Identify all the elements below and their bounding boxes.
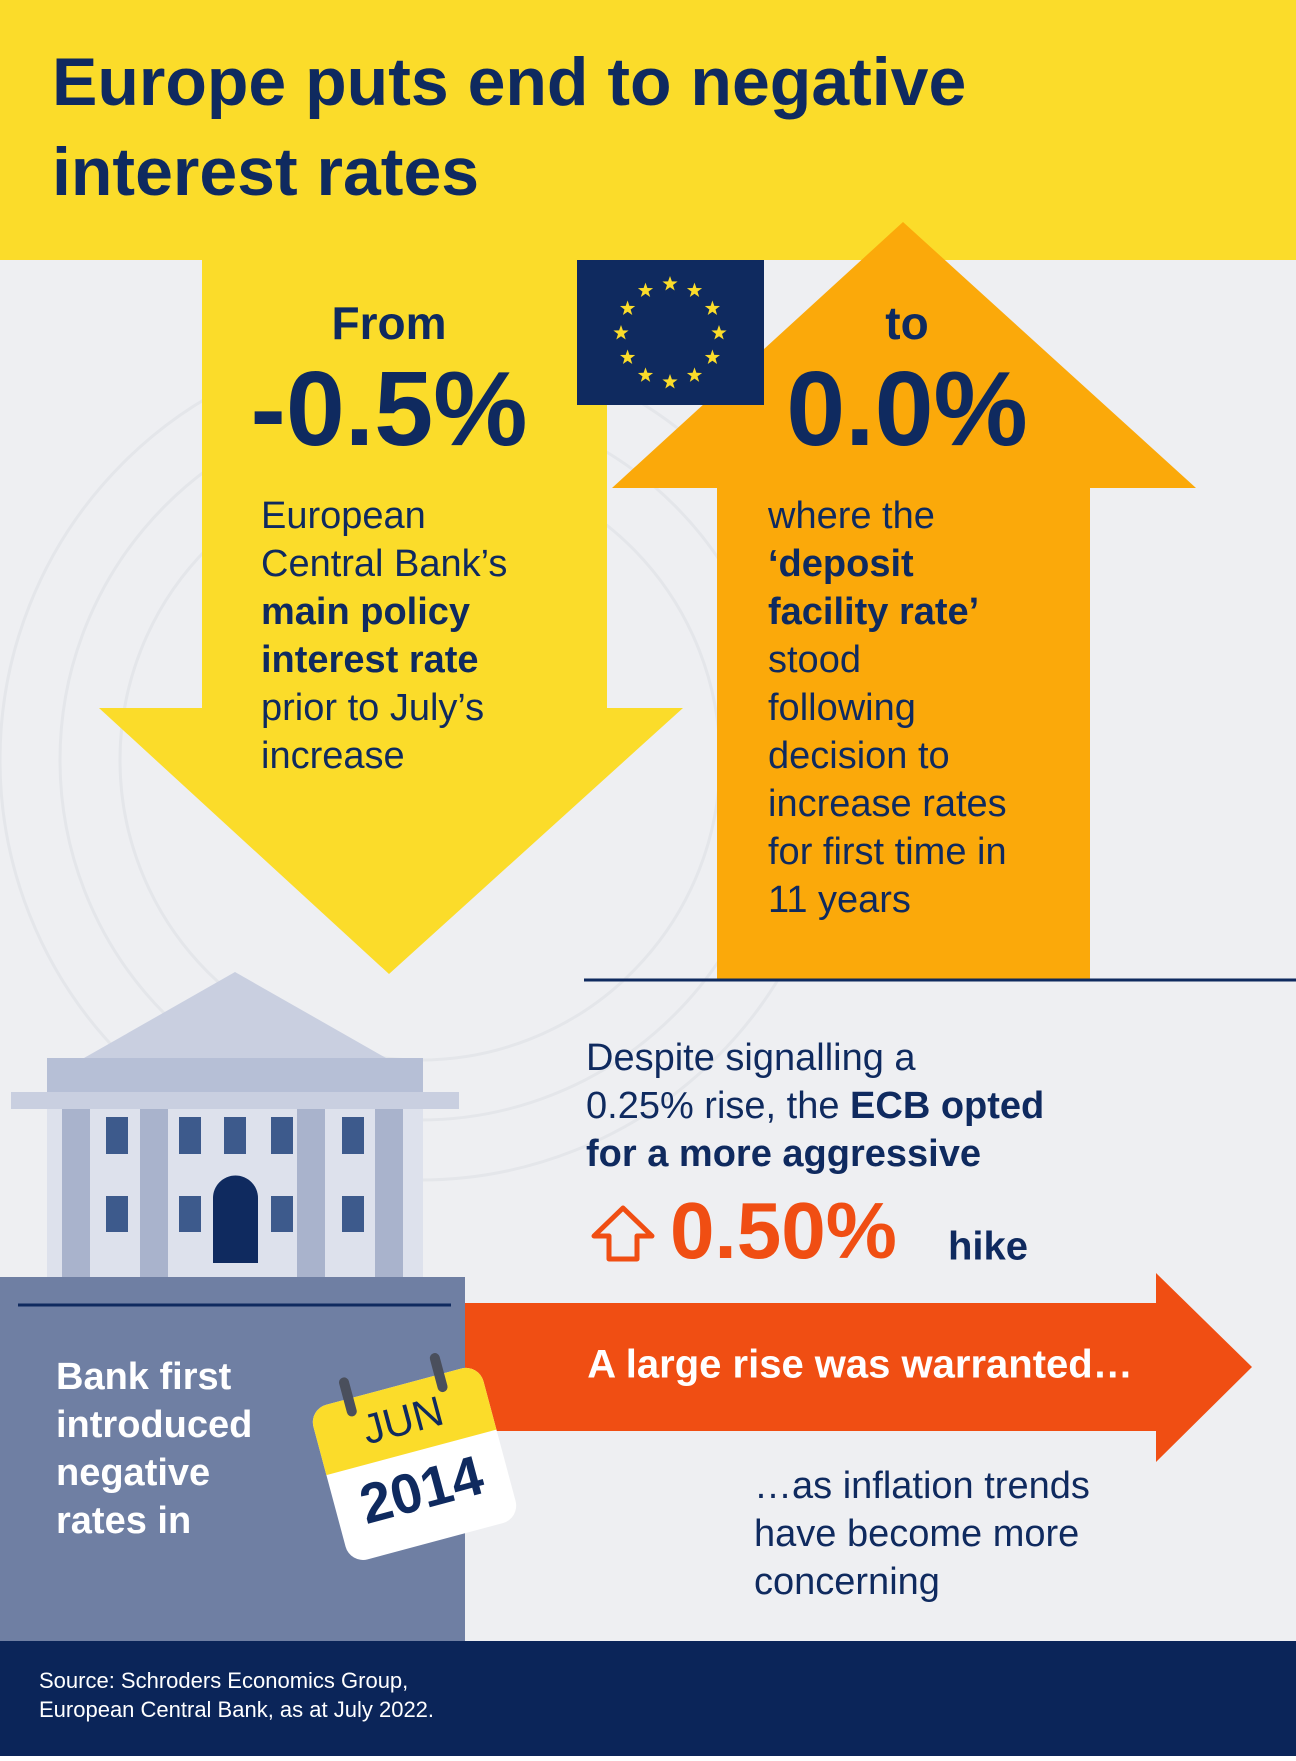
to-desc-line: for first time in: [768, 831, 1007, 873]
to-label: to: [885, 297, 928, 349]
arrow-text: A large rise was warranted…: [587, 1343, 1132, 1387]
down-arrow: [99, 260, 683, 974]
hike-desc-segment: Despite signalling a: [586, 1037, 916, 1079]
source-line: Source: Schroders Economics Group,: [39, 1668, 408, 1693]
star: [686, 367, 703, 382]
from-desc-segment: Central Bank’s: [261, 543, 507, 585]
inflation-desc-line: have become more: [754, 1513, 1079, 1555]
to-desc-line: following: [768, 687, 916, 729]
star: [620, 300, 636, 315]
to-desc-segment: increase rates: [768, 783, 1007, 825]
star: [711, 325, 727, 340]
to-desc-segment: for first time in: [768, 831, 1007, 873]
from-desc-line: main policy: [261, 591, 470, 633]
source-segment: European Central Bank, as at July 2022.: [39, 1697, 434, 1722]
star: [613, 325, 629, 340]
panel-text-line: introduced: [56, 1404, 252, 1446]
to-desc-segment: ‘deposit: [768, 543, 914, 585]
star: [637, 282, 654, 297]
from-desc-line: increase: [261, 735, 405, 777]
from-desc-line: Central Bank’s: [261, 543, 507, 585]
panel-text-segment: Bank first: [56, 1356, 232, 1398]
star: [704, 300, 720, 315]
title-line: Europe puts end to negative: [52, 44, 966, 120]
from-desc-segment: main policy: [261, 591, 470, 633]
hike-desc-line: 0.25% rise, the ECB opted: [586, 1085, 1044, 1127]
star: [704, 349, 720, 364]
panel-text-line: rates in: [56, 1500, 191, 1542]
to-value: 0.0%: [786, 350, 1028, 468]
to-desc-line: increase rates: [768, 783, 1007, 825]
right-arrow: [465, 1273, 1252, 1462]
inflation-desc-line: concerning: [754, 1561, 940, 1603]
to-desc-line: ‘deposit: [768, 543, 914, 585]
to-desc-segment: where the: [767, 495, 935, 537]
panel-text-segment: introduced: [56, 1404, 252, 1446]
star: [637, 367, 654, 382]
panel-text-segment: negative: [56, 1452, 210, 1494]
to-desc-segment: 11 years: [768, 879, 911, 921]
hike-unit: hike: [948, 1225, 1028, 1269]
inflation-desc-segment: concerning: [754, 1561, 940, 1603]
to-desc-segment: facility rate’: [768, 591, 979, 633]
hike-desc-segment: ECB opted: [850, 1085, 1044, 1127]
footer-band: [0, 1641, 1296, 1756]
to-desc-segment: stood: [768, 639, 861, 681]
from-desc-line: interest rate: [261, 639, 479, 681]
title-line: interest rates: [52, 134, 479, 210]
inflation-desc-segment: have become more: [754, 1513, 1079, 1555]
from-value: -0.5%: [251, 350, 528, 468]
up-arrow: [612, 222, 1196, 980]
hike-desc-segment: for a more aggressive: [586, 1133, 981, 1175]
hike-desc-segment: 0.25% rise, the: [586, 1085, 850, 1127]
eu-stars: [613, 276, 727, 389]
to-desc-line: 11 years: [768, 879, 911, 921]
star: [620, 349, 636, 364]
from-desc-line: prior to July’s: [261, 687, 484, 729]
from-label: From: [332, 297, 447, 349]
from-desc-segment: European: [261, 495, 426, 537]
source-segment: Source: Schroders Economics Group,: [39, 1668, 408, 1693]
to-desc-segment: following: [768, 687, 916, 729]
panel-text-line: Bank first: [56, 1356, 232, 1398]
header-band: [0, 0, 1296, 260]
to-desc-line: where the: [767, 495, 935, 537]
up-icon: [591, 1205, 655, 1262]
from-desc-segment: prior to July’s: [261, 687, 484, 729]
panel-text-segment: rates in: [56, 1500, 191, 1542]
from-desc-segment: increase: [261, 735, 405, 777]
hike-desc-line: Despite signalling a: [586, 1037, 916, 1079]
panel-text-line: negative: [56, 1452, 210, 1494]
to-desc-segment: decision to: [768, 735, 950, 777]
bank-building: [11, 972, 459, 1277]
hike-value: 0.50%: [670, 1186, 897, 1275]
calendar: JUN 2014: [312, 1353, 517, 1560]
to-desc-line: facility rate’: [768, 591, 979, 633]
star: [662, 374, 678, 389]
to-desc-line: decision to: [768, 735, 950, 777]
from-desc-segment: interest rate: [261, 639, 479, 681]
to-desc-line: stood: [768, 639, 861, 681]
inflation-desc-segment: …as inflation trends: [754, 1465, 1090, 1507]
star: [662, 276, 678, 291]
inflation-desc-line: …as inflation trends: [754, 1465, 1090, 1507]
source-line: European Central Bank, as at July 2022.: [39, 1697, 434, 1722]
star: [686, 282, 703, 297]
from-desc-line: European: [261, 495, 426, 537]
hike-desc-line: for a more aggressive: [586, 1133, 981, 1175]
